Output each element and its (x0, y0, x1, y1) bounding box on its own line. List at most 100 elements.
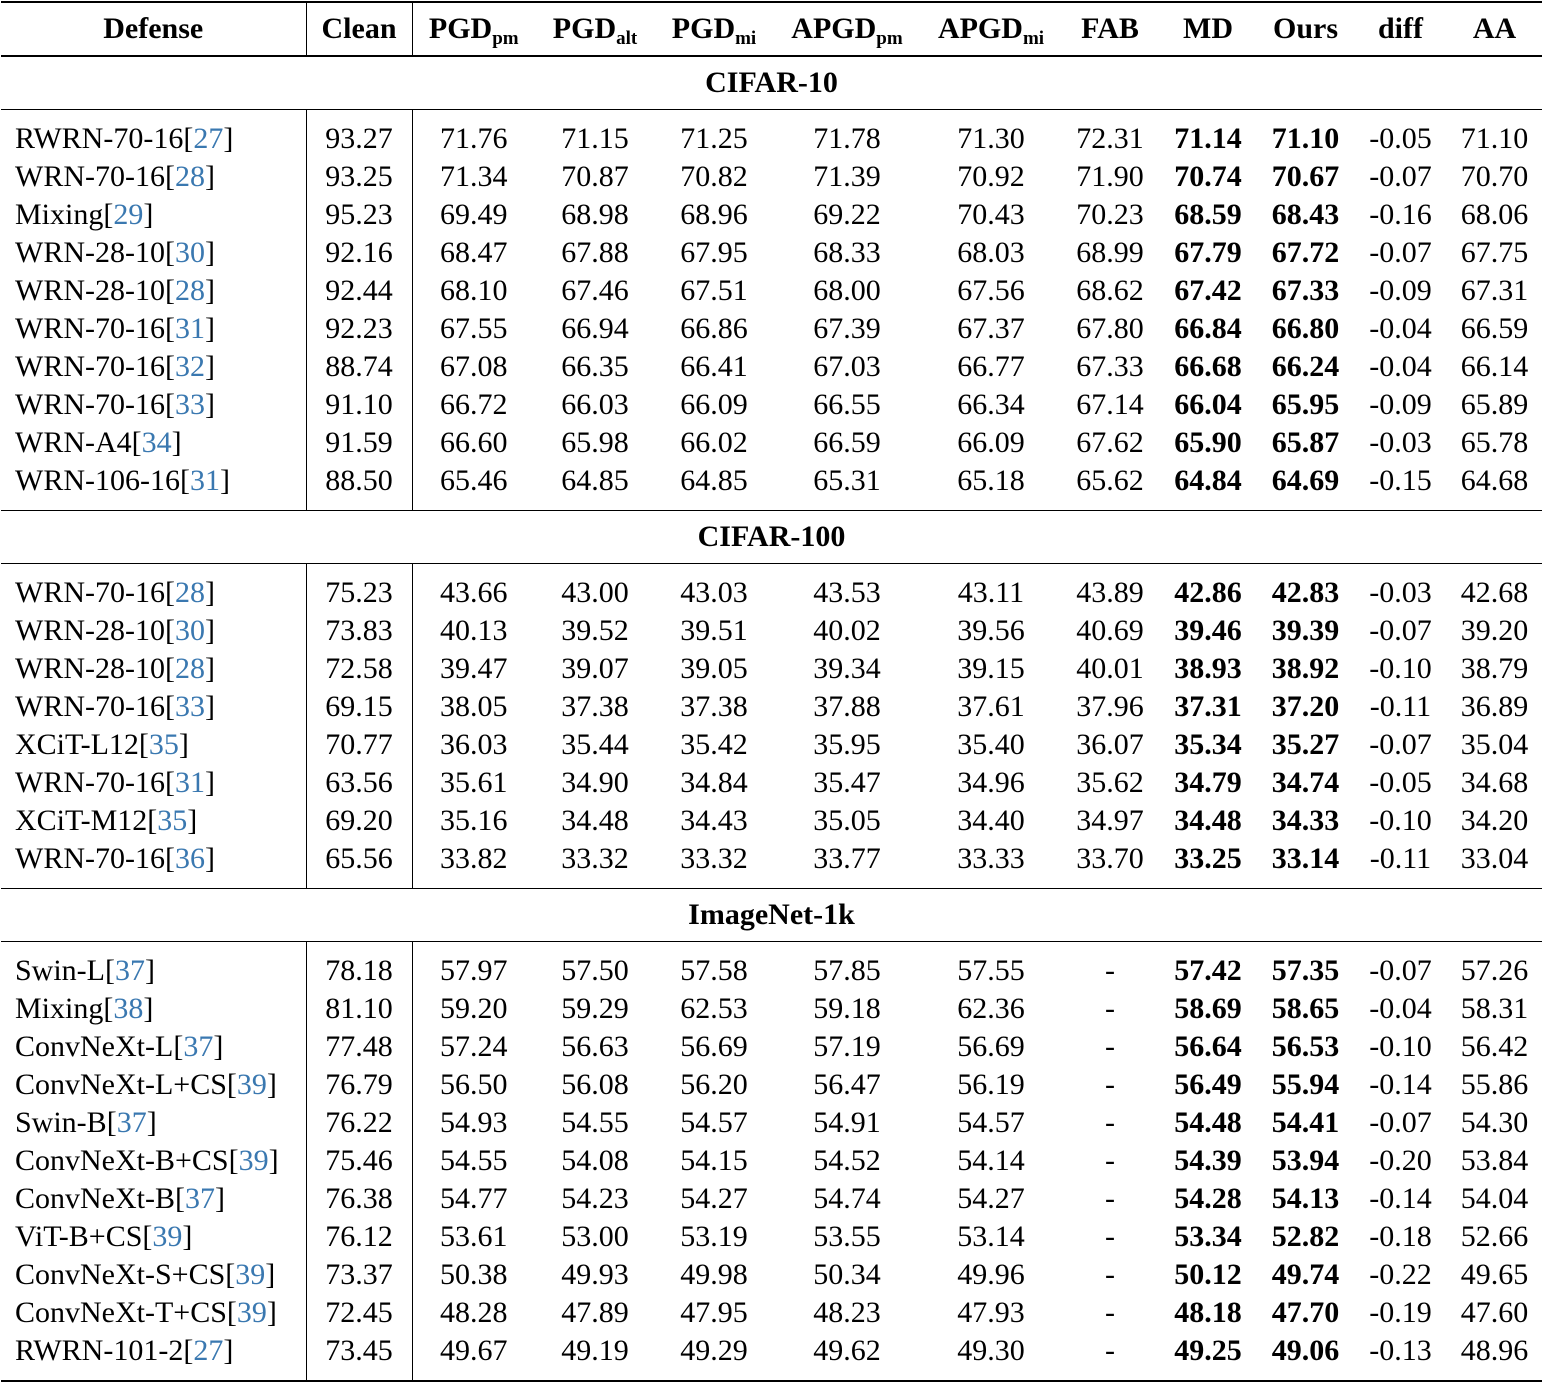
model-name: WRN-70-16 (15, 766, 165, 799)
value-cell: 81.10 (306, 990, 413, 1028)
value-cell: 43.53 (813, 576, 881, 609)
citation-link[interactable]: 33 (174, 388, 205, 421)
value-cell: 66.68 (1174, 350, 1242, 383)
citation-link[interactable]: 28 (174, 274, 205, 307)
value-cell: 68.00 (813, 274, 881, 307)
citation-link[interactable]: 39 (236, 1068, 267, 1101)
value-cell: 42.68 (1460, 576, 1529, 609)
value-cell: 49.96 (957, 1258, 1025, 1291)
value-cell: 39.51 (680, 614, 748, 647)
value-cell: 62.36 (957, 992, 1025, 1025)
value-cell: 33.32 (535, 840, 655, 889)
table-row: ConvNeXt-L[37] 77.48 57.24 56.63 56.69 57.19 5… (1, 1028, 1542, 1066)
header-pgd-pm-base: PGD (428, 12, 493, 45)
model-name: WRN-70-16 (15, 576, 165, 609)
value-cell: 67.42 (1174, 274, 1242, 307)
value-cell: 66.41 (680, 350, 748, 383)
value-cell: 53.34 (1174, 1220, 1242, 1253)
citation-link[interactable]: 30 (174, 236, 205, 269)
citation-link[interactable]: 32 (174, 350, 205, 383)
value-cell: 67.55 (440, 312, 508, 345)
citation-link[interactable]: 39 (235, 1258, 266, 1291)
table-row: WRN-70-16[28] 93.25 71.34 70.87 70.82 71.39 70… (1, 158, 1542, 196)
citation-link[interactable]: 39 (238, 1144, 269, 1177)
value-cell: 39.05 (680, 652, 748, 685)
citation-link[interactable]: 27 (193, 1334, 224, 1367)
value-cell: 91.10 (306, 386, 413, 424)
value-cell: 49.74 (1271, 1258, 1340, 1291)
value-cell: 37.96 (1076, 690, 1144, 723)
value-cell: 67.79 (1174, 236, 1242, 269)
value-cell: 66.14 (1460, 350, 1529, 383)
value-cell: 37.38 (680, 690, 748, 723)
citation-link[interactable]: 31 (174, 312, 205, 345)
citation-link[interactable]: 28 (174, 652, 205, 685)
value-cell: 71.90 (1076, 160, 1144, 193)
table-header: Defense Clean PGDpm PGDalt PGDmi APGDpm … (1, 2, 1542, 57)
defense-cell: WRN-70-16[31] (1, 310, 307, 348)
value-cell: 71.25 (680, 122, 748, 155)
value-cell: 70.74 (1174, 160, 1242, 193)
citation-link[interactable]: 37 (183, 1030, 214, 1063)
value-cell: 56.47 (813, 1068, 881, 1101)
model-name: Swin-B (15, 1106, 107, 1139)
value-cell: -0.07 (1369, 954, 1432, 987)
table-row: WRN-70-16[31] 63.56 35.61 34.90 34.84 35.47 34… (1, 764, 1542, 802)
citation-link[interactable]: 30 (174, 614, 205, 647)
header-defense: Defense (1, 2, 307, 57)
table-body: CIFAR-10 RWRN-70-16[27] 93.27 71.76 71.15 71.… (1, 56, 1542, 1382)
citation-link[interactable]: 27 (193, 122, 224, 155)
citation-link[interactable]: 39 (236, 1296, 267, 1329)
citation-link[interactable]: 35 (148, 728, 179, 761)
citation-link[interactable]: 37 (115, 954, 145, 987)
value-cell: -0.13 (1354, 1332, 1447, 1382)
table-row: Mixing[29] 95.23 69.49 68.98 68.96 69.22 70.43… (1, 196, 1542, 234)
value-cell: -0.16 (1369, 198, 1432, 231)
value-cell: 70.70 (1460, 160, 1529, 193)
value-cell: 76.79 (306, 1066, 413, 1104)
value-cell: 56.20 (680, 1068, 748, 1101)
value-cell: 56.42 (1460, 1030, 1529, 1063)
value-cell: 47.95 (680, 1296, 748, 1329)
value-cell: 66.24 (1271, 350, 1340, 383)
value-cell: 64.84 (1159, 462, 1257, 511)
citation-link[interactable]: 29 (113, 198, 144, 231)
header-aa: AA (1447, 2, 1542, 57)
value-cell: 54.77 (440, 1182, 508, 1215)
citation-link[interactable]: 36 (174, 842, 205, 875)
value-cell: -0.10 (1369, 652, 1432, 685)
value-cell: 55.86 (1460, 1068, 1529, 1101)
value-cell: 49.25 (1159, 1332, 1257, 1382)
table-row: Swin-L[37] 78.18 57.97 57.50 57.58 57.85 57.55… (1, 941, 1542, 990)
value-cell: 66.84 (1174, 312, 1242, 345)
value-cell: 70.67 (1271, 160, 1340, 193)
value-cell: 69.20 (306, 802, 413, 840)
value-cell: 66.02 (680, 426, 748, 459)
value-cell: 50.38 (440, 1258, 508, 1291)
citation-link[interactable]: 35 (157, 804, 188, 837)
value-cell: 66.09 (957, 426, 1025, 459)
citation-link[interactable]: 34 (141, 426, 172, 459)
header-apgd-mi-sub: mi (1022, 28, 1045, 49)
citation-link[interactable]: 37 (116, 1106, 147, 1139)
citation-link[interactable]: 31 (189, 464, 220, 497)
value-cell: -0.10 (1369, 804, 1432, 837)
value-cell: 67.39 (813, 312, 881, 345)
defense-cell: WRN-70-16[28] (1, 563, 307, 612)
value-cell: 56.64 (1174, 1030, 1242, 1063)
model-name: XCiT-L12 (15, 728, 139, 761)
citation-link[interactable]: 37 (185, 1182, 215, 1215)
defense-cell: Swin-L[37] (1, 941, 307, 990)
header-apgd-pm-base: APGD (791, 12, 877, 45)
citation-link[interactable]: 28 (174, 576, 205, 609)
citation-link[interactable]: 33 (174, 690, 205, 723)
value-cell: -0.22 (1369, 1258, 1432, 1291)
citation-link[interactable]: 31 (174, 766, 205, 799)
citation-link[interactable]: 39 (152, 1220, 183, 1253)
citation-link[interactable]: 28 (174, 160, 205, 193)
value-cell: 54.57 (957, 1106, 1025, 1139)
value-cell: 71.78 (813, 122, 881, 155)
table-row: WRN-70-16[28] 75.23 43.66 43.00 43.03 43.53 43… (1, 563, 1542, 612)
value-cell: 66.86 (680, 312, 748, 345)
citation-link[interactable]: 38 (113, 992, 144, 1025)
